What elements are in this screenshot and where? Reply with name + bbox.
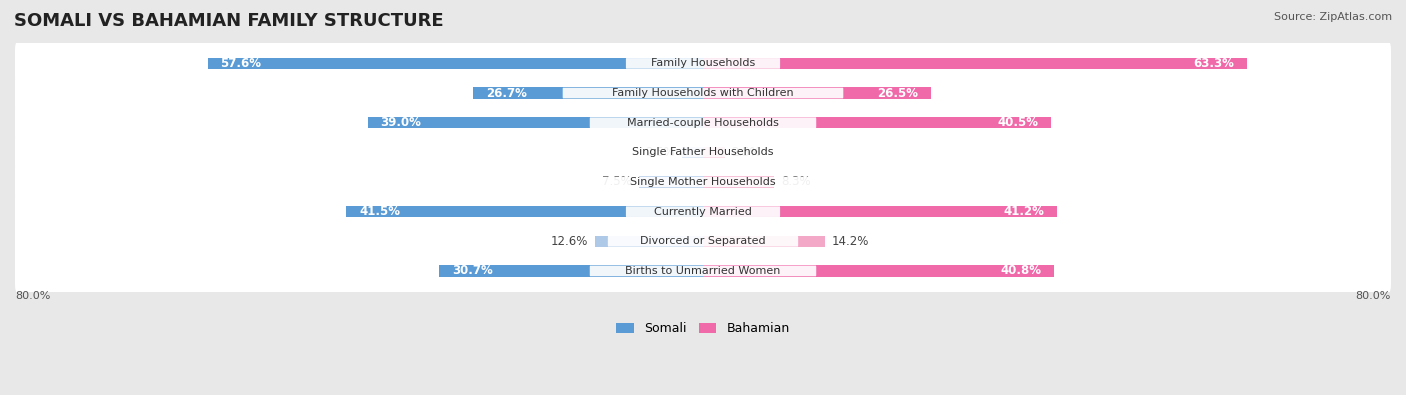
Text: 2.5%: 2.5%	[645, 146, 675, 159]
FancyBboxPatch shape	[15, 190, 1391, 233]
Bar	[703, 147, 724, 158]
Text: 14.2%: 14.2%	[832, 235, 869, 248]
Bar	[682, 147, 703, 158]
Text: 7.5%: 7.5%	[602, 175, 631, 188]
Text: Source: ZipAtlas.com: Source: ZipAtlas.com	[1274, 12, 1392, 22]
Bar	[703, 87, 931, 99]
Text: 8.3%: 8.3%	[782, 175, 811, 188]
Text: 40.5%: 40.5%	[997, 116, 1039, 129]
Text: Family Households with Children: Family Households with Children	[612, 88, 794, 98]
FancyBboxPatch shape	[15, 130, 1391, 174]
Legend: Somali, Bahamian: Somali, Bahamian	[612, 317, 794, 340]
FancyBboxPatch shape	[589, 117, 817, 128]
Text: 12.6%: 12.6%	[550, 235, 588, 248]
FancyBboxPatch shape	[15, 219, 1391, 263]
Bar	[346, 206, 703, 217]
Text: 57.6%: 57.6%	[221, 57, 262, 70]
Text: Single Father Households: Single Father Households	[633, 147, 773, 157]
Text: 2.5%: 2.5%	[731, 146, 761, 159]
Bar	[595, 236, 703, 247]
Bar	[703, 236, 825, 247]
Bar	[703, 58, 1247, 69]
Text: Currently Married: Currently Married	[654, 207, 752, 216]
Text: 26.5%: 26.5%	[877, 87, 918, 100]
FancyBboxPatch shape	[595, 147, 811, 158]
Text: 26.7%: 26.7%	[486, 87, 527, 100]
Text: Family Households: Family Households	[651, 58, 755, 68]
Text: 80.0%: 80.0%	[1355, 291, 1391, 301]
Text: 30.7%: 30.7%	[451, 264, 492, 277]
Bar	[367, 117, 703, 128]
Text: Single Mother Households: Single Mother Households	[630, 177, 776, 187]
FancyBboxPatch shape	[626, 58, 780, 69]
Text: 63.3%: 63.3%	[1194, 57, 1234, 70]
Bar	[703, 265, 1054, 276]
Bar	[638, 176, 703, 188]
Bar	[703, 176, 775, 188]
Bar	[474, 87, 703, 99]
Text: Divorced or Separated: Divorced or Separated	[640, 236, 766, 246]
FancyBboxPatch shape	[589, 265, 817, 276]
FancyBboxPatch shape	[562, 88, 844, 98]
FancyBboxPatch shape	[15, 101, 1391, 145]
Text: SOMALI VS BAHAMIAN FAMILY STRUCTURE: SOMALI VS BAHAMIAN FAMILY STRUCTURE	[14, 12, 444, 30]
Bar	[208, 58, 703, 69]
Text: 39.0%: 39.0%	[381, 116, 422, 129]
FancyBboxPatch shape	[607, 236, 799, 246]
FancyBboxPatch shape	[595, 177, 811, 187]
FancyBboxPatch shape	[626, 206, 780, 217]
Bar	[439, 265, 703, 276]
FancyBboxPatch shape	[15, 71, 1391, 115]
Bar	[703, 117, 1052, 128]
Text: 80.0%: 80.0%	[15, 291, 51, 301]
Text: 41.2%: 41.2%	[1004, 205, 1045, 218]
FancyBboxPatch shape	[15, 249, 1391, 293]
Text: Married-couple Households: Married-couple Households	[627, 118, 779, 128]
Bar	[703, 206, 1057, 217]
Text: 40.8%: 40.8%	[1000, 264, 1040, 277]
Text: 41.5%: 41.5%	[359, 205, 399, 218]
Text: Births to Unmarried Women: Births to Unmarried Women	[626, 266, 780, 276]
FancyBboxPatch shape	[15, 41, 1391, 85]
FancyBboxPatch shape	[15, 160, 1391, 204]
